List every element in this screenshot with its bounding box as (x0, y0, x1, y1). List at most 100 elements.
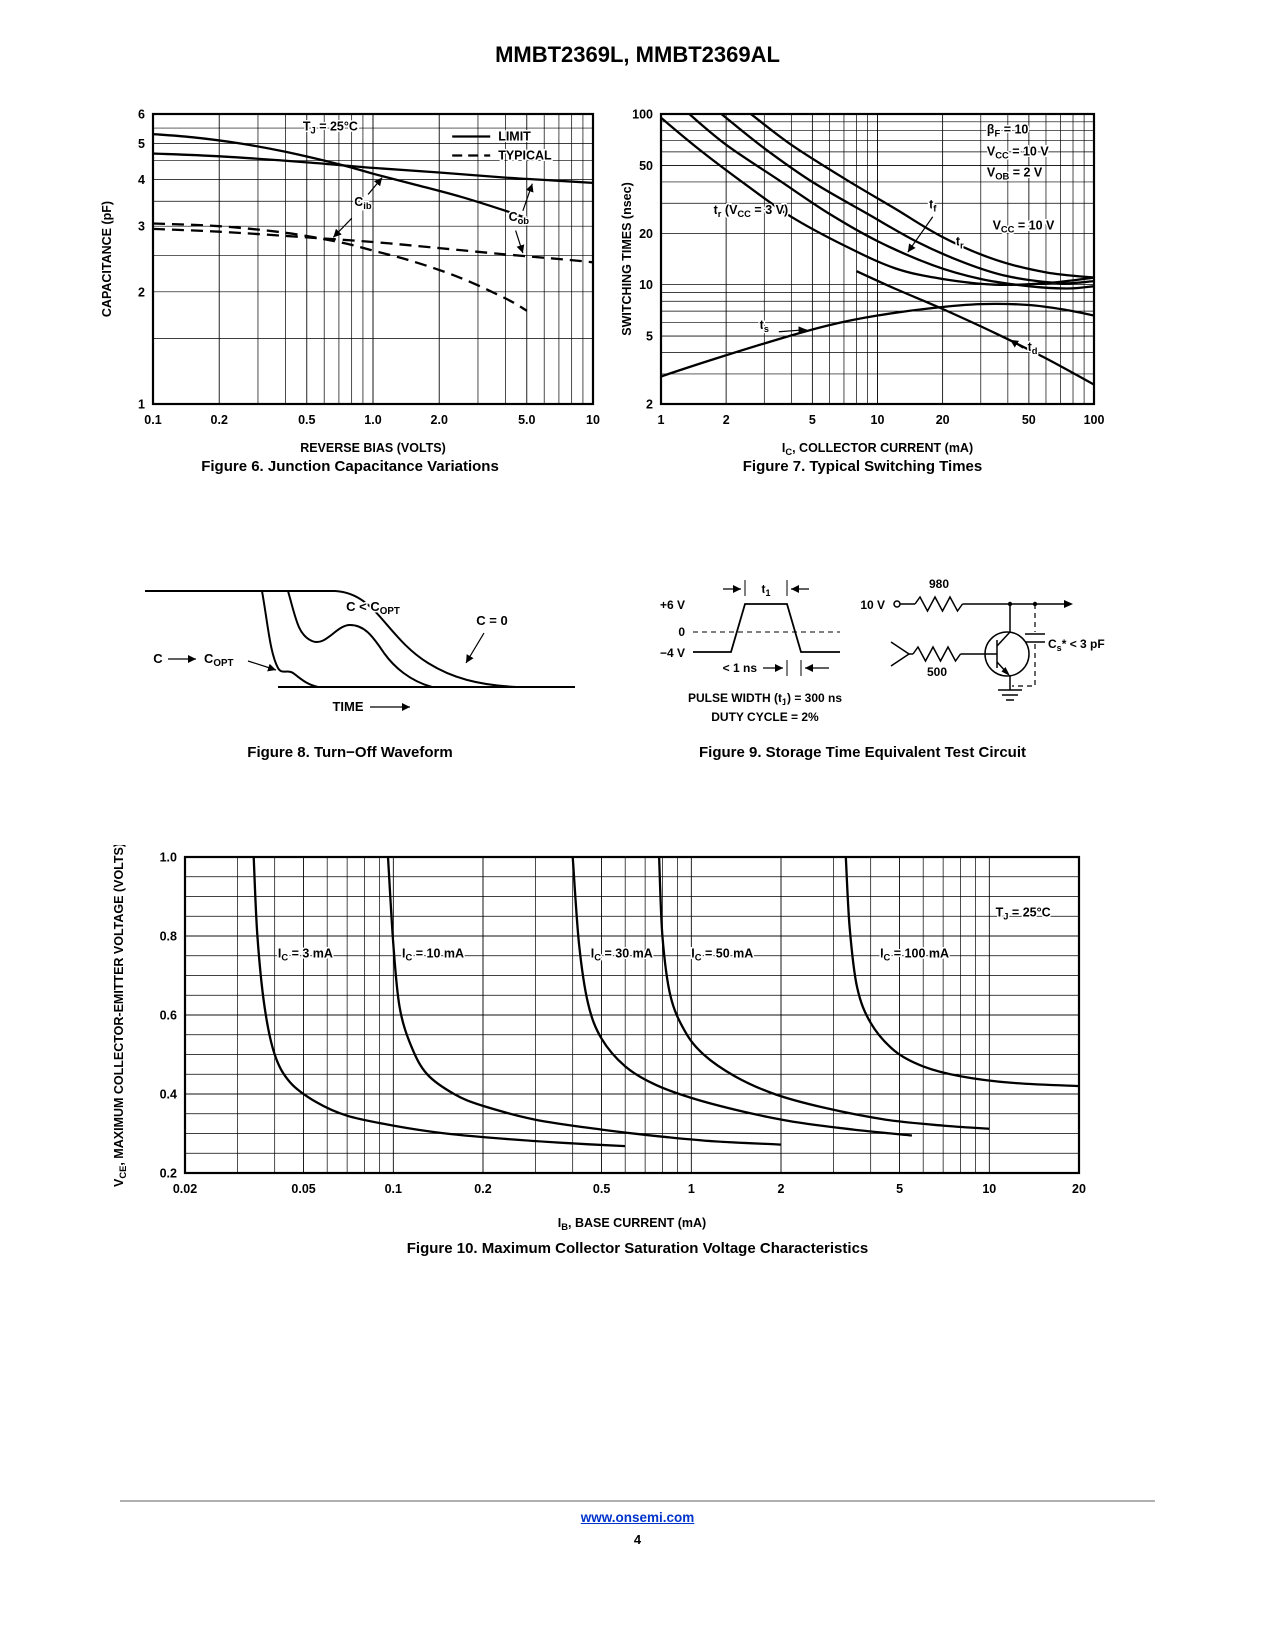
pulse-shape (693, 603, 840, 653)
chart-label: COPT (204, 651, 233, 669)
series-ic-30ma (571, 857, 913, 1137)
series-ic-3ma (252, 857, 626, 1148)
page-title: MMBT2369L, MMBT2369AL (495, 42, 780, 67)
chart-label: 0.1 (144, 413, 161, 427)
annotation-arrow (778, 326, 807, 335)
resistor-980 (914, 595, 964, 613)
grid-lines (661, 114, 1094, 404)
chart-label: CAPACITANCE (pF) (100, 201, 114, 317)
chart-label: IC = 10 mA (402, 947, 464, 963)
chart-label: tr (VCC = 3 V) (714, 203, 789, 219)
waveform-curves (145, 590, 575, 688)
chart-label: TJ = 25°C (303, 119, 358, 135)
chart-label: 0.4 (160, 1088, 177, 1102)
chart-label: 20 (936, 413, 950, 427)
series-tf-a (688, 114, 1094, 290)
chart-label: 0.6 (160, 1009, 177, 1023)
junction-dot (1007, 601, 1013, 607)
series-curves (661, 114, 1094, 386)
chart-label: VCC = 10 V (987, 145, 1049, 161)
figure10-saturation-voltage-chart: IC = 3 mA IC = 10 mA IC = 30 mA IC = 50 mA I… (112, 845, 1086, 1232)
chart-label: 10 (586, 413, 600, 427)
chart-label: DUTY CYCLE = 2% (711, 710, 819, 724)
onsemi-link[interactable]: www.onsemi.com (580, 1510, 695, 1525)
chart-label: VOB = 2 V (987, 166, 1043, 182)
figure8-caption: Figure 8. Turn−Off Waveform (247, 744, 453, 761)
chart-label: 2.0 (431, 413, 448, 427)
chart-label: TIME (332, 699, 363, 714)
chart-label: 10 (982, 1182, 996, 1196)
series-ic-50ma (657, 857, 990, 1130)
series-tr-vcc-10v (750, 114, 1094, 279)
figure10-caption: Figure 10. Maximum Collector Saturation … (406, 1240, 869, 1257)
pulse-waveform (693, 580, 840, 676)
figure7-switching-times-chart: βF = 10 VCC = 10 V VOB = 2 V tr (VCC = 3 V)… (620, 108, 1105, 458)
chart-label: tf (929, 197, 937, 213)
chart-label: 2 (778, 1182, 785, 1196)
chart-label: IB, BASE CURRENT (mA) (558, 1216, 706, 1232)
capacitor-cs (1012, 604, 1036, 687)
chart-label: 0.8 (160, 930, 177, 944)
chart-label: 2 (723, 413, 730, 427)
ground-icon (998, 689, 1022, 701)
annotation-arrow (465, 632, 485, 664)
fall-time-ticks (786, 660, 802, 676)
chart-label: IC = 100 mA (880, 947, 949, 963)
chart-label: 100 (1084, 413, 1105, 427)
chart-label: 10 (639, 278, 653, 292)
curve-c-opt (261, 590, 319, 688)
annotation-arrow (907, 216, 934, 253)
chart-label: 0.5 (298, 413, 315, 427)
chart-label: td (1028, 340, 1038, 356)
plot-border (151, 112, 595, 406)
figure9-caption: Figure 9. Storage Time Equivalent Test C… (698, 744, 1027, 761)
series-td (856, 270, 1094, 386)
chart-label: 5.0 (518, 413, 535, 427)
plot-border (183, 855, 1081, 1175)
chart-label: 5 (896, 1182, 903, 1196)
capacitor-plates (1025, 633, 1045, 643)
series-ts (661, 302, 1094, 378)
chart-label: 6 (138, 108, 145, 122)
chart-label: Cs* < 3 pF (1048, 637, 1105, 653)
chart-label: 2 (646, 398, 653, 412)
t1-ticks (744, 580, 788, 596)
chart-label: IC, COLLECTOR CURRENT (mA) (782, 441, 973, 457)
annotation-arrow (247, 660, 277, 672)
chart-label: 0.5 (593, 1182, 610, 1196)
curve-c-less-than-copt (287, 590, 433, 688)
output-arrow (1064, 600, 1073, 608)
chart-label: 0.05 (291, 1182, 315, 1196)
chart-label: < 1 ns (723, 661, 758, 675)
chart-label: 50 (1022, 413, 1036, 427)
circuit (890, 595, 1073, 701)
supply-terminal (893, 600, 901, 608)
series-cib-typical (153, 222, 528, 312)
chart-label: 1 (688, 1182, 695, 1196)
figure6-caption: Figure 6. Junction Capacitance Variation… (201, 458, 499, 475)
chart-label: SWITCHING TIMES (nsec) (620, 182, 634, 335)
footer: www.onsemi.com (0, 1510, 1275, 1525)
chart-label: C (153, 651, 163, 666)
chart-label: REVERSE BIAS (VOLTS) (300, 441, 446, 455)
plot-border (659, 112, 1096, 406)
chart-label: 10 V (860, 598, 885, 612)
chart-label: TYPICAL (498, 149, 552, 163)
resistor-500 (912, 645, 962, 663)
grid-lines (153, 114, 593, 404)
chart-label: IC = 3 mA (278, 947, 333, 963)
chart-label: βF = 10 (987, 122, 1029, 138)
chart-label: 1 (138, 398, 145, 412)
chart-label: TJ = 25°C (996, 905, 1051, 921)
chart-label: 0.2 (211, 413, 228, 427)
curve-c-zero (334, 590, 517, 688)
chart-label: t1 (761, 582, 770, 598)
chart-label: tr (956, 234, 964, 250)
chart-label: VCE, MAXIMUM COLLECTOR-EMITTER VOLTAGE (… (112, 845, 128, 1187)
chart-label: 4 (138, 173, 145, 187)
chart-label: 1 (658, 413, 665, 427)
chart-label: PULSE WIDTH (t1) = 300 ns (688, 691, 842, 707)
chart-label: C < COPT (346, 599, 400, 617)
series-tf-b (720, 114, 1094, 285)
